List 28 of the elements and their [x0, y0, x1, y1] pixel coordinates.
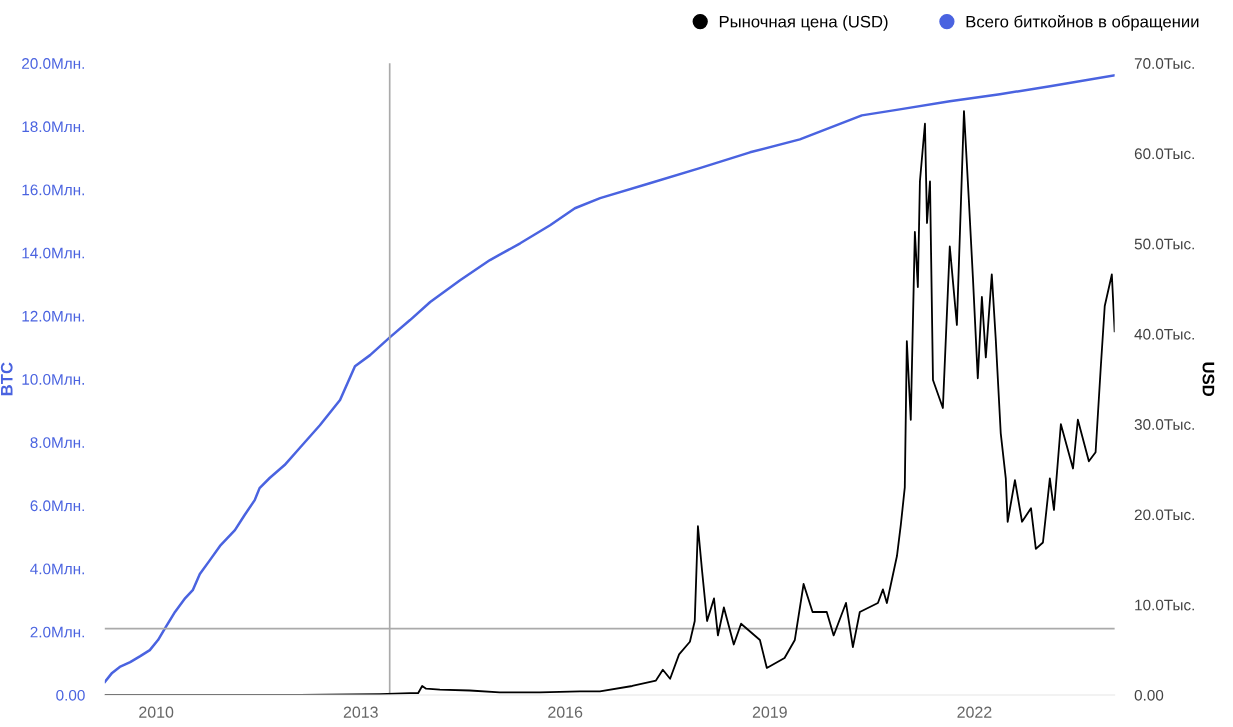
y-axis-title: BTC — [0, 362, 13, 396]
x-tick-label: 2019 — [752, 706, 787, 718]
y2-tick-label: 30.0Тыс. — [1134, 419, 1194, 430]
x-tick-label: 2022 — [957, 706, 992, 718]
y-tick-label: 10.0Млн. — [22, 374, 84, 385]
y2-tick-label: 70.0Тыс. — [1134, 58, 1194, 69]
x-tick-label: 2016 — [548, 706, 583, 718]
y-tick-label: 6.0Млн. — [30, 500, 84, 512]
y-tick-label: 0.00 — [56, 689, 85, 701]
y2-tick-label: 0.00 — [1134, 689, 1164, 701]
x-tick-label: 2013 — [343, 706, 378, 718]
y-tick-label: 8.0Млн. — [30, 437, 84, 448]
y2-tick-label: 50.0Тыс. — [1134, 238, 1194, 250]
y-tick-label: 18.0Млн. — [22, 121, 84, 133]
legend-label: Всего биткойнов в обращении — [966, 15, 1199, 31]
y-tick-label: 14.0Млн. — [22, 247, 84, 259]
x-tick-label: 2010 — [139, 706, 174, 718]
y-tick-label: 4.0Млн. — [30, 563, 84, 575]
y-tick-label: 2.0Млн. — [30, 626, 84, 638]
y-tick-label: 20.0Млн. — [22, 58, 84, 69]
y2-tick-label: 40.0Тыс. — [1134, 328, 1194, 340]
y-tick-label: 12.0Млн. — [22, 310, 84, 322]
y2-tick-label: 10.0Тыс. — [1135, 599, 1194, 611]
y-tick-label: 16.0Млн. — [22, 184, 84, 196]
y2-tick-label: 20.0Тыс. — [1134, 509, 1194, 521]
y2-tick-label: 60.0Тыс. — [1134, 148, 1194, 160]
legend-label: Рыночная цена (USD) — [719, 15, 888, 31]
y2-axis-title: USD — [1202, 362, 1215, 397]
